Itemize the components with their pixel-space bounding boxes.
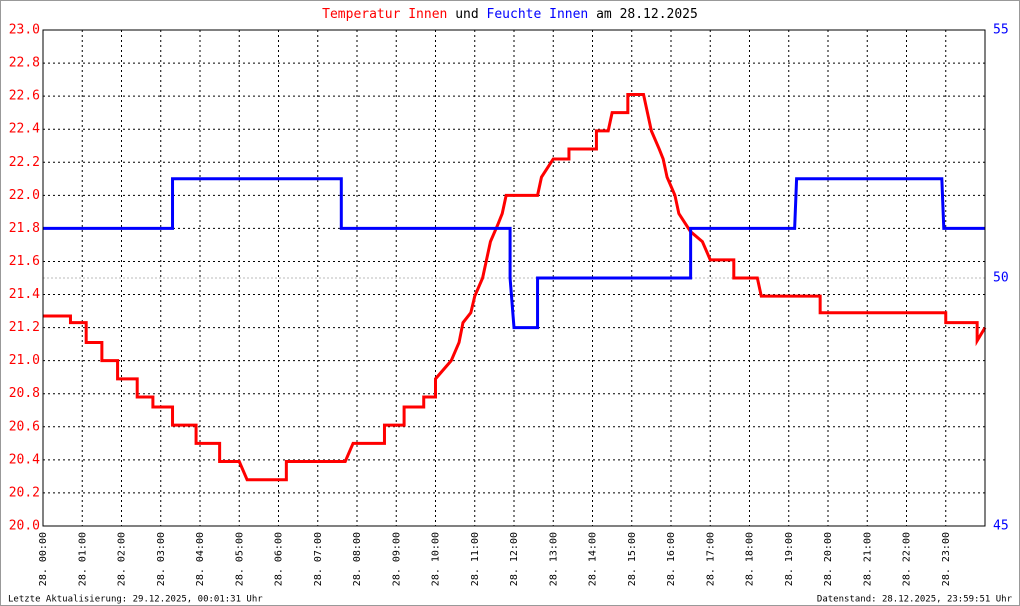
- x-tick-label: 28. 20:00: [823, 532, 834, 586]
- x-tick-label: 28. 12:00: [509, 532, 520, 586]
- x-tick-label: 28. 09:00: [391, 532, 402, 586]
- x-tick-label: 28. 14:00: [588, 532, 599, 586]
- series-line: [43, 177, 985, 330]
- x-tick-label: 28. 01:00: [77, 532, 88, 586]
- footer-right: Datenstand: 28.12.2025, 23:59:51 Uhr: [817, 595, 1013, 605]
- y-tick-label: 21.2: [9, 320, 40, 335]
- title-part: Feuchte Innen: [487, 7, 589, 22]
- y-tick-label: 22.6: [9, 89, 40, 104]
- y-tick-label: 22.0: [9, 188, 40, 203]
- x-tick-label: 28. 03:00: [156, 532, 167, 586]
- y-tick-label: 21.8: [9, 221, 40, 236]
- series-line: [43, 92, 987, 482]
- x-tick-label: 28. 07:00: [313, 532, 324, 586]
- y2-tick-label: 50: [993, 271, 1009, 286]
- y-tick-label: 20.6: [9, 419, 40, 434]
- x-tick-label: 28. 23:00: [941, 532, 952, 586]
- y-tick-label: 20.2: [9, 485, 40, 500]
- title-part: am 28.12.2025: [596, 7, 698, 22]
- footer-left: Letzte Aktualisierung: 29.12.2025, 00:01…: [8, 595, 263, 605]
- x-tick-label: 28. 04:00: [195, 532, 206, 586]
- y2-tick-label: 55: [993, 23, 1009, 38]
- y-tick-label: 20.4: [9, 452, 40, 467]
- x-tick-label: 28. 21:00: [862, 532, 873, 586]
- x-tick-label: 28. 11:00: [470, 532, 481, 586]
- x-tick-label: 28. 13:00: [548, 532, 559, 586]
- x-tick-label: 28. 15:00: [627, 532, 638, 586]
- y-tick-label: 21.0: [9, 353, 40, 368]
- x-tick-label: 28. 18:00: [745, 532, 756, 586]
- x-tick-label: 28. 02:00: [117, 532, 128, 586]
- x-tick-label: 28. 08:00: [352, 532, 363, 586]
- y-tick-label: 22.8: [9, 56, 40, 71]
- y-tick-label: 23.0: [9, 23, 40, 38]
- y2-tick-label: 45: [993, 519, 1009, 534]
- title-part: Temperatur Innen: [322, 7, 447, 22]
- x-tick-label: 28. 17:00: [705, 532, 716, 586]
- x-tick-label: 28. 06:00: [274, 532, 285, 586]
- chart-title: Temperatur Innen und Feuchte Innen am 28…: [322, 7, 698, 22]
- plot-border: [42, 29, 986, 527]
- y-tick-label: 21.6: [9, 254, 40, 269]
- x-tick-label: 28. 10:00: [431, 532, 442, 586]
- y-tick-label: 22.4: [9, 122, 40, 137]
- x-tick-label: 28. 00:00: [38, 532, 49, 586]
- y-tick-label: 20.0: [9, 519, 40, 534]
- y-tick-label: 22.2: [9, 155, 40, 170]
- y-tick-label: 21.4: [9, 287, 40, 302]
- x-tick-label: 28. 22:00: [902, 532, 913, 586]
- x-tick-label: 28. 16:00: [666, 532, 677, 586]
- y-tick-label: 20.8: [9, 386, 40, 401]
- title-part: und: [455, 7, 478, 22]
- x-tick-label: 28. 05:00: [234, 532, 245, 586]
- x-tick-label: 28. 19:00: [784, 532, 795, 586]
